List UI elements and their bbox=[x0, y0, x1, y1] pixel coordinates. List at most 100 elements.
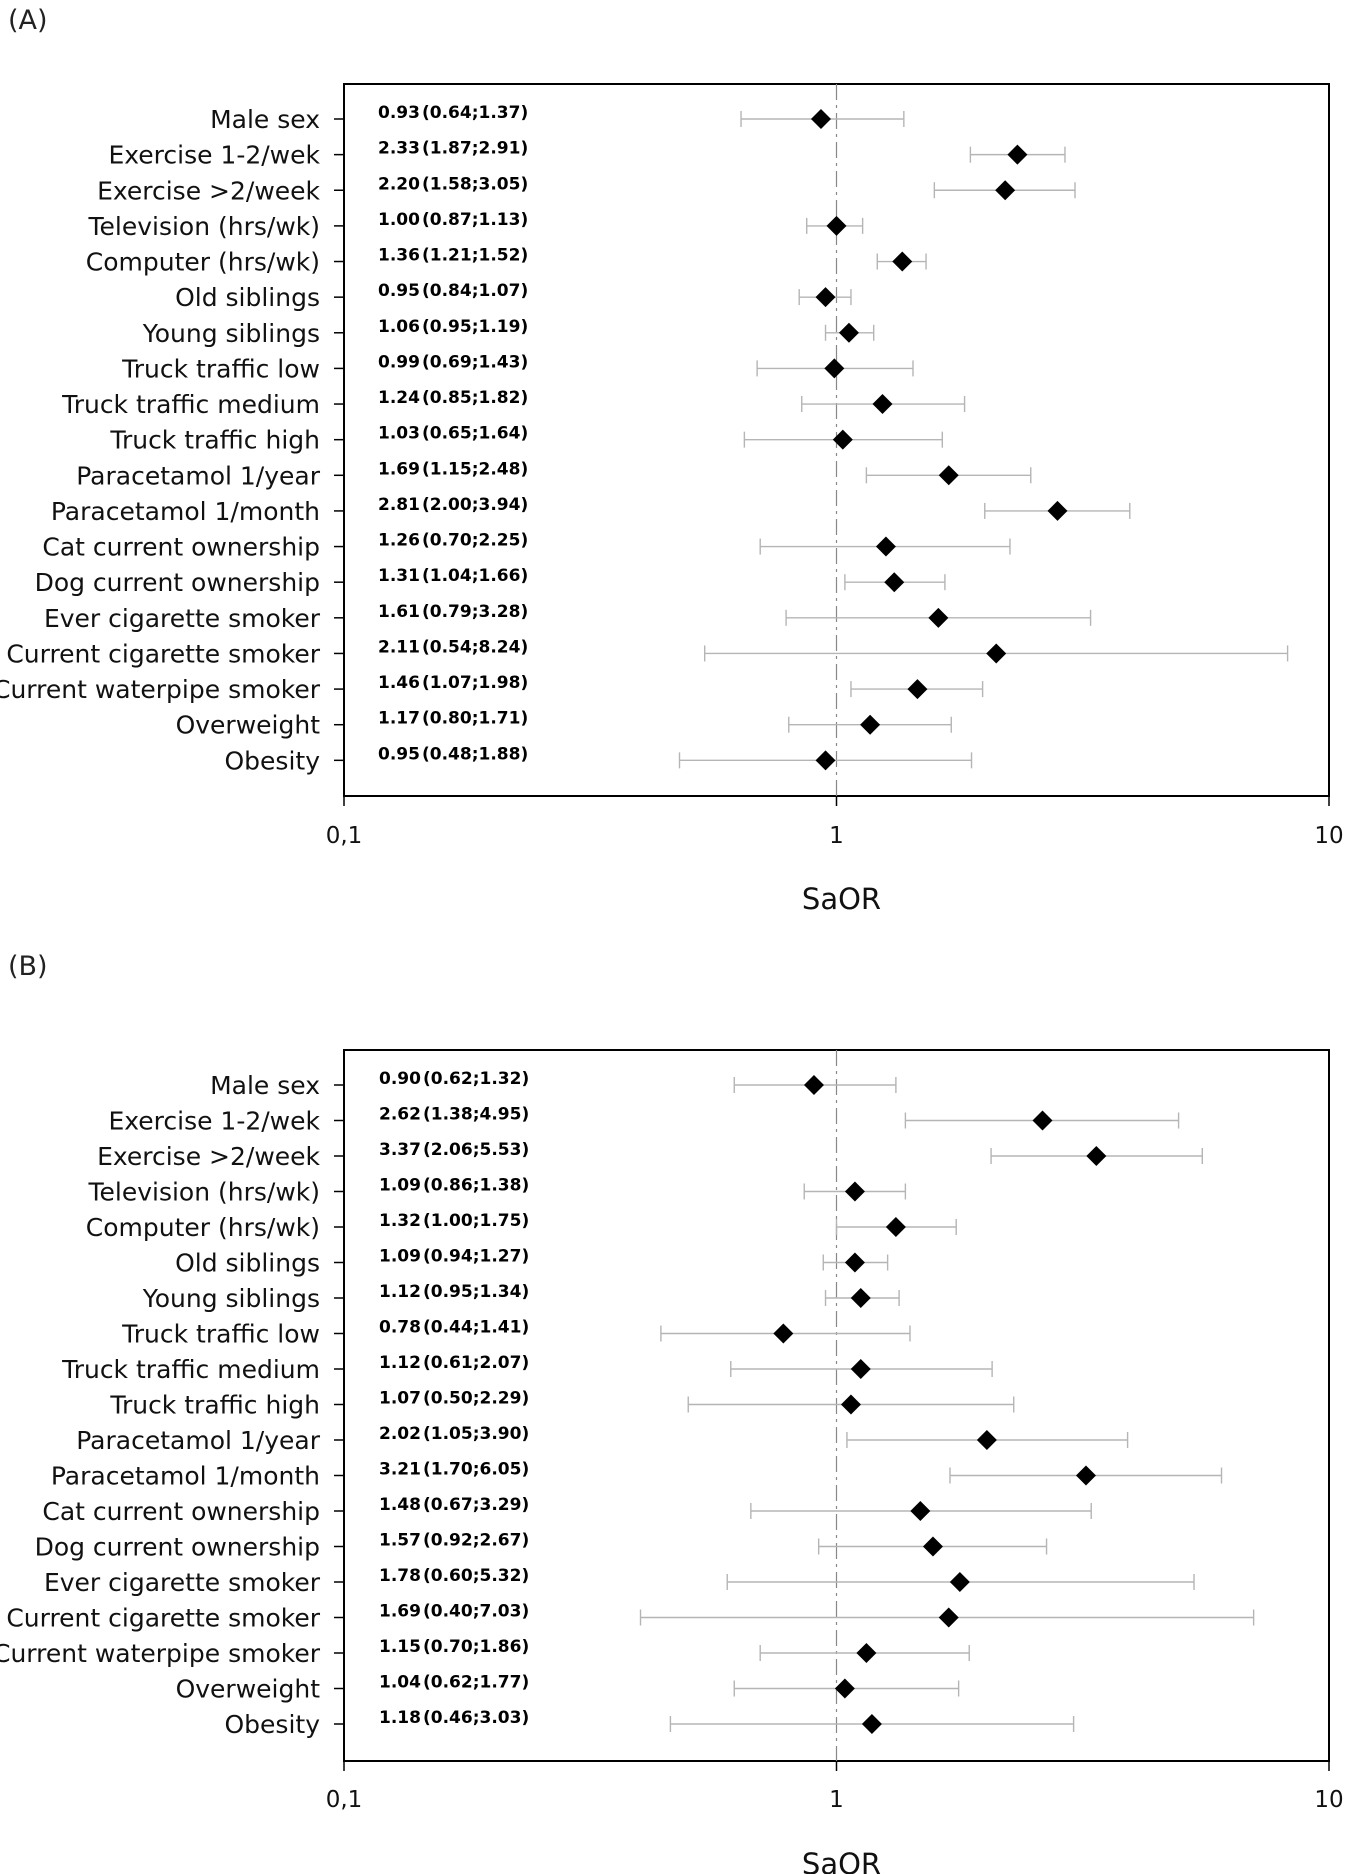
or-point-marker bbox=[1075, 1465, 1096, 1486]
or-point-marker bbox=[844, 1252, 865, 1273]
row-label: Overweight bbox=[176, 1675, 321, 1704]
ci-value-label: (2.06;5.53) bbox=[423, 1140, 529, 1160]
ci-value-label: (0.80;1.71) bbox=[422, 709, 528, 729]
or-value-label: 1.00 bbox=[378, 210, 420, 230]
or-value-label: 1.24 bbox=[378, 388, 420, 408]
or-value-label: 0.99 bbox=[378, 352, 420, 372]
or-point-marker bbox=[773, 1323, 794, 1344]
or-point-marker bbox=[907, 679, 928, 700]
or-value-label: 1.26 bbox=[378, 531, 420, 551]
or-point-marker bbox=[884, 572, 905, 593]
or-point-marker bbox=[856, 1643, 877, 1663]
row-label: Current cigarette smoker bbox=[6, 639, 320, 668]
ci-value-label: (1.70;6.05) bbox=[423, 1460, 529, 1480]
or-value-label: 1.48 bbox=[379, 1495, 421, 1515]
or-value-label: 2.33 bbox=[378, 139, 420, 159]
row-label: Dog current ownership bbox=[35, 568, 320, 597]
row-label: Exercise >2/week bbox=[97, 176, 320, 205]
row-label: Exercise >2/week bbox=[97, 1142, 320, 1171]
or-value-label: 2.02 bbox=[379, 1424, 421, 1444]
row-label: Young siblings bbox=[142, 319, 320, 348]
ci-value-label: (1.15;2.48) bbox=[422, 459, 528, 479]
or-point-marker bbox=[834, 1678, 855, 1699]
row-label: Truck traffic low bbox=[121, 354, 320, 383]
row-label: Paracetamol 1/year bbox=[76, 1426, 320, 1455]
or-point-marker bbox=[928, 607, 949, 628]
ci-value-label: (0.46;3.03) bbox=[423, 1708, 529, 1728]
x-tick-label: 1 bbox=[829, 823, 844, 849]
ci-value-label: (1.38;4.95) bbox=[423, 1105, 529, 1125]
or-point-marker bbox=[815, 287, 836, 308]
row-label: Cat current ownership bbox=[42, 1497, 320, 1526]
ci-value-label: (1.05;3.90) bbox=[423, 1424, 529, 1444]
or-value-label: 1.12 bbox=[379, 1282, 421, 1302]
row-label: Current waterpipe smoker bbox=[0, 1639, 321, 1668]
or-value-label: 1.61 bbox=[378, 602, 420, 622]
row-label: Current cigarette smoker bbox=[6, 1604, 320, 1633]
ci-value-label: (0.85;1.82) bbox=[422, 388, 528, 408]
or-point-marker bbox=[995, 180, 1016, 201]
row-label: Current waterpipe smoker bbox=[0, 675, 321, 704]
or-value-label: 2.62 bbox=[379, 1105, 421, 1125]
forest-panel-a: (A) 0,1 1 10 SaOR Male sex 0.93 (0.64;1.37) Exer… bbox=[0, 5, 1344, 916]
or-value-label: 1.06 bbox=[378, 317, 420, 337]
or-value-label: 1.69 bbox=[379, 1602, 421, 1622]
or-point-marker bbox=[1032, 1110, 1053, 1131]
or-point-marker bbox=[860, 714, 881, 735]
ci-value-label: (1.07;1.98) bbox=[422, 673, 528, 693]
ci-value-label: (1.58;3.05) bbox=[422, 174, 528, 194]
or-value-label: 1.04 bbox=[379, 1673, 421, 1693]
row-label: Truck traffic low bbox=[121, 1320, 320, 1349]
ci-value-label: (0.94;1.27) bbox=[423, 1247, 529, 1267]
ci-value-label: (0.65;1.64) bbox=[422, 424, 528, 444]
or-value-label: 1.17 bbox=[378, 709, 420, 729]
ci-value-label: (0.61;2.07) bbox=[423, 1353, 529, 1373]
x-axis-title: SaOR bbox=[802, 1847, 881, 1874]
or-value-label: 1.57 bbox=[379, 1531, 421, 1551]
or-value-label: 0.93 bbox=[378, 103, 420, 123]
or-value-label: 1.31 bbox=[378, 566, 420, 586]
ci-value-label: (0.44;1.41) bbox=[423, 1318, 529, 1338]
x-tick-label: 0,1 bbox=[326, 823, 363, 849]
or-point-marker bbox=[875, 536, 896, 557]
row-label: Paracetamol 1/month bbox=[51, 1462, 320, 1491]
ci-value-label: (1.00;1.75) bbox=[423, 1211, 529, 1231]
or-value-label: 0.95 bbox=[378, 744, 420, 764]
or-value-label: 2.81 bbox=[378, 495, 420, 515]
ci-value-label: (0.70;1.86) bbox=[423, 1637, 529, 1657]
or-value-label: 2.11 bbox=[378, 637, 420, 657]
or-value-label: 3.37 bbox=[379, 1140, 421, 1160]
or-point-marker bbox=[815, 750, 836, 771]
or-point-marker bbox=[938, 1607, 959, 1628]
ci-value-label: (0.95;1.19) bbox=[422, 317, 528, 337]
or-value-label: 1.03 bbox=[378, 424, 420, 444]
or-point-marker bbox=[844, 1181, 865, 1202]
ci-value-label: (0.70;2.25) bbox=[422, 531, 528, 551]
or-value-label: 1.69 bbox=[378, 459, 420, 479]
ci-value-label: (0.79;3.28) bbox=[422, 602, 528, 622]
ci-value-label: (0.62;1.77) bbox=[423, 1673, 529, 1693]
or-value-label: 0.90 bbox=[379, 1069, 421, 1089]
or-value-label: 1.12 bbox=[379, 1353, 421, 1373]
or-point-marker bbox=[949, 1572, 970, 1592]
row-label: Male sex bbox=[210, 1071, 320, 1100]
ci-value-label: (0.92;2.67) bbox=[423, 1531, 529, 1551]
or-point-marker bbox=[976, 1430, 997, 1450]
or-value-label: 2.20 bbox=[378, 174, 420, 194]
or-value-label: 1.09 bbox=[379, 1247, 421, 1267]
ci-value-label: (0.54;8.24) bbox=[422, 637, 528, 657]
or-value-label: 1.15 bbox=[379, 1637, 421, 1657]
row-label: Truck traffic medium bbox=[61, 390, 320, 419]
or-point-marker bbox=[824, 358, 845, 379]
ci-value-label: (0.95;1.34) bbox=[423, 1282, 529, 1302]
row-label: Obesity bbox=[225, 1710, 321, 1739]
or-value-label: 0.78 bbox=[379, 1318, 421, 1338]
row-label: Old siblings bbox=[175, 283, 320, 312]
ci-value-label: (1.04;1.66) bbox=[422, 566, 528, 586]
x-tick-label: 1 bbox=[829, 1787, 844, 1813]
or-point-marker bbox=[910, 1501, 931, 1521]
row-label: Overweight bbox=[176, 711, 321, 740]
ci-value-label: (0.84;1.07) bbox=[422, 281, 528, 301]
ci-value-label: (0.69;1.43) bbox=[422, 352, 528, 372]
